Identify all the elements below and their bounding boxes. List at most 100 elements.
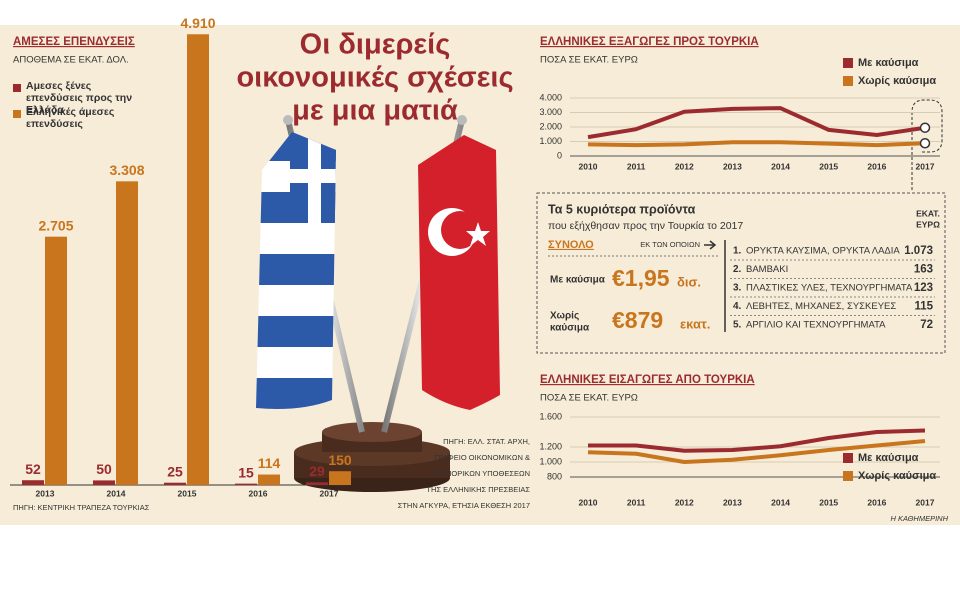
legend-swatch (13, 110, 21, 118)
bar (258, 474, 280, 485)
x-tick-label: 2010 (579, 497, 598, 507)
value-label: 114 (258, 455, 281, 471)
value-label: 3.308 (109, 162, 144, 178)
box-title: Τα 5 κυριότερα προϊόντα (548, 202, 696, 216)
legend-label: Με καύσιμα (858, 452, 919, 464)
bar (116, 181, 138, 485)
line (587, 439, 926, 464)
row-name: ΠΛΑΣΤΙΚΕΣ ΥΛΕΣ, ΤΕΧΝΟΥΡΓΗΜΑΤΑ (746, 283, 913, 294)
legend-swatch (843, 76, 853, 86)
main-title: Οι διμερείς (300, 29, 451, 61)
legend-swatch (843, 453, 853, 463)
bar (329, 471, 351, 485)
value-label: 15 (238, 464, 254, 480)
value-label: 150 (328, 452, 352, 468)
row-rank: 5. (733, 320, 742, 331)
legend-label: Αμεσες ξένες επενδύσεις προς την Ελλάδα (26, 80, 133, 116)
row-name: ΛΕΒΗΤΕΣ, ΜΗΧΑΝΕΣ, ΣΥΣΚΕΥΕΣ (746, 301, 896, 312)
value-label: 29 (309, 463, 325, 479)
y-tick-label: 1.600 (539, 411, 562, 421)
bar (164, 482, 186, 485)
y-tick-label: 1.000 (539, 456, 562, 466)
x-tick-label: 2013 (36, 488, 55, 498)
x-tick-label: 2012 (675, 497, 694, 507)
source: ΤΗΣ ΕΛΛΗΝΙΚΗΣ ΠΡΕΣΒΕΙΑΣ (426, 485, 530, 494)
x-tick-label: 2017 (320, 488, 339, 498)
total-amount: €1,95 (612, 265, 670, 291)
legend-label: Χωρίς καύσιμα (858, 75, 936, 87)
row-value: 123 (914, 282, 933, 294)
value-label: 50 (96, 461, 112, 477)
row-rank: 3. (733, 283, 742, 294)
y-tick-label: 2.000 (539, 121, 562, 131)
main-title: οικονομικές σχέσεις (236, 62, 513, 94)
line (587, 140, 926, 148)
chart-title: ΑΜΕΣΕΣ ΕΠΕΝΔΥΣΕΙΣ (13, 36, 135, 48)
value-label: 4.910 (180, 15, 215, 31)
legend-swatch (843, 58, 853, 68)
box-subtitle: που εξήχθησαν προς την Τουρκία το 2017 (548, 220, 743, 232)
x-tick-label: 2011 (627, 497, 646, 507)
legend-label: Χωρίς καύσιμα (858, 470, 936, 482)
bar (22, 480, 44, 485)
row-rank: 4. (733, 301, 742, 312)
x-tick-label: 2017 (916, 497, 935, 507)
x-tick-label: 2015 (819, 161, 838, 171)
legend-label: Ελληνικές άμεσες επενδύσεις (26, 106, 115, 130)
main-title: με μια ματιά (292, 95, 458, 127)
x-tick-label: 2017 (916, 161, 935, 171)
unit-label: ΕΚΑΤ. (916, 208, 940, 218)
legend-swatch (13, 84, 21, 92)
x-tick-label: 2016 (867, 161, 886, 171)
total-row-label: Με καύσιμα (550, 275, 606, 286)
x-tick-label: 2015 (819, 497, 838, 507)
of-which: ΕΚ ΤΩΝ ΟΠΟΙΩΝ (640, 240, 700, 249)
x-tick-label: 2016 (867, 497, 886, 507)
point-marker (919, 138, 931, 149)
source: ΠΗΓΗ: ΕΛΛ. ΣΤΑΤ. ΑΡΧΗ, (443, 437, 530, 446)
value-label: 2.705 (38, 217, 73, 233)
row-value: 163 (914, 264, 933, 276)
row-value: 72 (920, 319, 933, 331)
bar (45, 236, 67, 485)
source: ΠΗΓΗ: ΚΕΝΤΡΙΚΗ ΤΡΑΠΕΖΑ ΤΟΥΡΚΙΑΣ (13, 503, 150, 512)
source: ΓΡΑΦΕΙΟ ΟΙΚΟΝΟΜΙΚΩΝ & (434, 453, 530, 462)
y-tick-label: 0 (557, 150, 562, 160)
x-tick-label: 2013 (723, 497, 742, 507)
row-name: ΑΡΓΙΛΙΟ ΚΑΙ ΤΕΧΝΟΥΡΓΗΜΑΤΑ (746, 320, 886, 331)
row-rank: 2. (733, 264, 742, 275)
x-tick-label: 2012 (675, 161, 694, 171)
bar (235, 483, 257, 485)
chart-subtitle: ΠΟΣΑ ΣΕ ΕΚΑΤ. ΕΥΡΩ (540, 393, 638, 404)
total-row-label: καύσιμα (550, 323, 590, 334)
x-tick-label: 2014 (107, 488, 126, 498)
x-tick-label: 2011 (627, 161, 646, 171)
row-value: 115 (914, 301, 933, 313)
point-marker (919, 122, 931, 133)
source: ΣΤΗΝ ΑΓΚΥΡΑ, ΕΤΗΣΙΑ ΕΚΘΕΣΗ 2017 (398, 501, 530, 510)
total-unit: εκατ. (680, 316, 710, 331)
x-tick-label: 2010 (579, 161, 598, 171)
chart-title: ΕΛΛΗΝΙΚΕΣ ΕΙΣΑΓΩΓΕΣ ΑΠΟ ΤΟΥΡΚΙΑ (540, 374, 755, 386)
flags-illustration (256, 115, 500, 492)
credit: Η ΚΑΘΗΜΕΡΙΝΗ (890, 514, 948, 523)
legend-label: Με καύσιμα (858, 57, 919, 69)
legend-swatch (843, 471, 853, 481)
bar (187, 34, 209, 486)
value-label: 25 (167, 463, 183, 479)
x-tick-label: 2014 (771, 497, 790, 507)
row-rank: 1. (733, 246, 742, 257)
y-tick-label: 800 (547, 471, 562, 481)
y-tick-label: 4.000 (539, 92, 562, 102)
row-name: ΒΑΜΒΑΚΙ (746, 264, 788, 275)
total-label: ΣΥΝΟΛΟ (548, 239, 594, 251)
line (587, 106, 926, 140)
row-name: ΟΡΥΚΤΑ ΚΑΥΣΙΜΑ, ΟΡΥΚΤΑ ΛΑΔΙΑ (746, 246, 900, 257)
x-tick-label: 2014 (771, 161, 790, 171)
bar (306, 482, 328, 485)
value-label: 52 (25, 461, 41, 477)
row-value: 1.073 (904, 245, 933, 257)
x-tick-label: 2015 (178, 488, 197, 498)
